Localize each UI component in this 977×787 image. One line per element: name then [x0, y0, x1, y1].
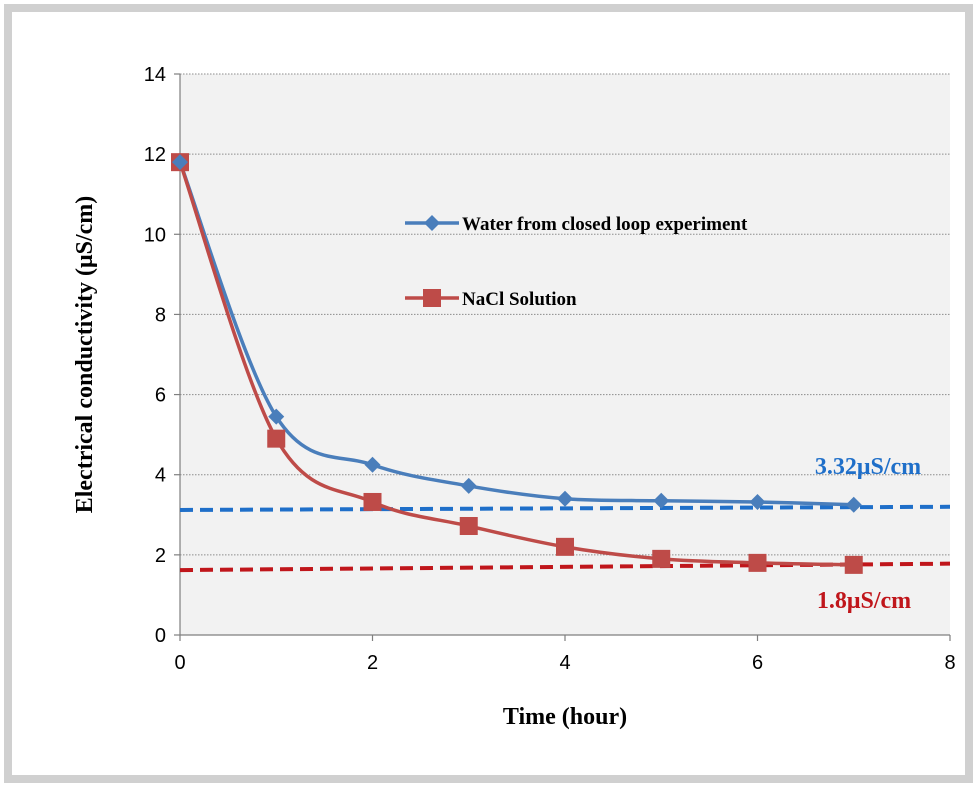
legend-label-1: NaCl Solution: [462, 289, 577, 310]
data-point: [749, 493, 766, 510]
data-point: [748, 553, 767, 572]
y-tick-label: 2: [155, 545, 166, 567]
legend-marker-1: [423, 289, 441, 307]
data-point: [556, 537, 574, 556]
y-tick-label: 6: [155, 385, 166, 407]
data-point: [845, 496, 862, 513]
data-point: [363, 492, 382, 511]
x-tick-label: 6: [752, 652, 763, 674]
data-point: [653, 492, 670, 509]
x-axis-title: Time (hour): [503, 704, 627, 730]
legend: Water from closed loop experiment NaCl So…: [405, 214, 748, 310]
y-tick-label: 0: [155, 625, 166, 647]
series: [171, 153, 863, 574]
reference-label-water: 3.32μS/cm: [815, 454, 921, 480]
tick-labels: 0 2 4 6 8 10 12 14 0 2 4 6 8: [144, 64, 956, 674]
y-tick-label: 14: [144, 64, 166, 86]
x-tick-label: 4: [559, 652, 570, 674]
data-point: [652, 549, 671, 568]
x-tick-label: 2: [367, 652, 378, 674]
data-point: [172, 154, 188, 171]
data-point: [268, 408, 285, 425]
y-tick-label: 4: [155, 465, 166, 487]
x-tick-label: 0: [174, 652, 185, 674]
reference-line-0: [179, 504, 951, 512]
data-point: [267, 429, 286, 448]
y-tick-label: 12: [144, 144, 166, 166]
data-point: [460, 477, 477, 494]
legend-marker-0: [424, 215, 440, 231]
y-tick-label: 10: [144, 224, 166, 246]
y-axis-title: Electrical conductivity (μS/cm): [72, 196, 98, 514]
legend-label-0: Water from closed loop experiment: [462, 214, 748, 235]
y-tick-label: 8: [155, 304, 166, 326]
data-point: [844, 555, 863, 574]
data-point: [557, 490, 573, 507]
reference-label-nacl: 1.8μS/cm: [817, 588, 911, 614]
data-point: [459, 517, 478, 536]
x-tick-label: 8: [944, 652, 955, 674]
data-point: [364, 456, 381, 473]
